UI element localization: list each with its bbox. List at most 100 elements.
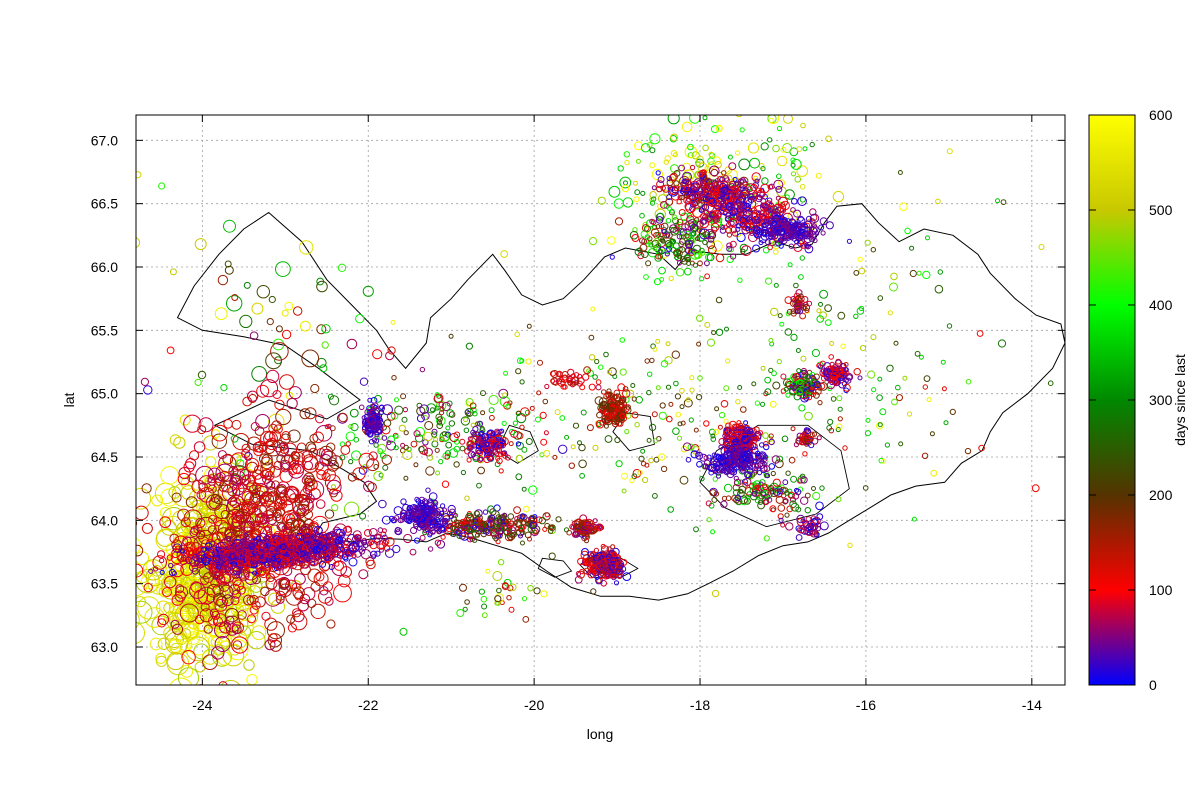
earthquake-point [800,256,804,260]
earthquake-point [582,374,588,380]
earthquake-point [490,415,495,420]
earthquake-point [707,518,711,522]
earthquake-point [719,412,724,417]
earthquake-point [382,455,391,464]
earthquake-point [625,160,629,164]
earthquake-point [497,588,502,593]
earthquake-point [640,213,645,218]
earthquake-point [280,375,295,390]
earthquake-point [602,390,606,394]
earthquake-point [828,419,833,424]
earthquake-point [252,367,267,382]
earthquake-point [620,369,626,375]
earthquake-point [679,165,685,171]
earthquake-point [580,473,585,478]
earthquake-point [738,386,742,390]
earthquake-point [465,496,469,500]
earthquake-point [813,492,820,499]
earthquake-point [339,413,347,421]
earthquake-point [624,152,629,157]
earthquake-point [947,149,952,154]
earthquake-point [141,378,148,385]
earthquake-point [854,369,860,375]
earthquake-point [736,111,742,117]
earthquake-point [950,409,955,414]
earthquake-point [252,303,263,314]
earthquake-point [865,240,870,245]
earthquake-point [878,423,882,427]
earthquake-point [206,457,216,467]
earthquake-point [569,463,574,468]
earthquake-point [672,215,677,220]
earthquake-point [750,158,760,168]
earthquake-point [944,421,948,425]
earthquake-point [812,487,816,491]
earthquake-point [250,332,258,340]
earthquake-point [541,591,547,597]
earthquake-point [744,421,748,425]
cluster-kverkfjoll [791,427,821,448]
earthquake-point [401,394,406,399]
earthquake-point [543,399,548,404]
earthquake-point [724,386,729,391]
earthquake-point [690,388,694,392]
earthquake-point [897,395,903,401]
earthquake-point [516,455,523,462]
earthquake-point [267,319,273,325]
earthquake-point [499,469,503,473]
earthquake-point [545,384,549,388]
earthquake-point [936,199,941,204]
earthquake-point [816,502,824,510]
earthquake-point [931,470,937,476]
earthquake-point [803,147,807,151]
earthquake-point [766,278,772,284]
earthquake-point [144,386,152,394]
earthquake-point [167,653,189,675]
earthquake-point [457,610,464,617]
earthquake-point [262,612,270,620]
earthquake-point [516,369,521,374]
earthquake-point [167,653,184,670]
earthquake-point [761,366,765,370]
earthquake-point [705,261,710,266]
earthquake-point [310,434,318,442]
earthquake-point [910,246,914,250]
earthquake-point [838,407,842,411]
earthquake-point [818,401,822,405]
earthquake-point [327,620,335,628]
earthquake-point [797,166,808,177]
earthquake-point [888,311,892,315]
earthquake-point [426,467,434,475]
earthquake-point [529,486,537,494]
earthquake-point [341,446,350,455]
earthquake-point [378,444,386,452]
earthquake-point [633,181,637,185]
earthquake-point [403,408,407,412]
earthquake-point [467,458,471,462]
earthquake-point [647,438,651,442]
earthquake-point [868,371,875,378]
earthquake-point [707,78,711,82]
earthquake-point [797,147,802,152]
earthquake-point [697,342,701,346]
earthquake-point [673,243,679,249]
earthquake-point [773,382,780,389]
earthquake-point [659,412,666,419]
earthquake-point [522,487,526,491]
earthquake-point [544,431,548,435]
earthquake-point [825,320,831,326]
earthquake-point [783,144,792,153]
earthquake-point [930,432,934,436]
earthquake-point [650,134,660,144]
earthquake-point [941,360,945,364]
earthquake-point [354,437,359,442]
earthquake-point [866,418,870,422]
earthquake-point [163,508,185,530]
earthquake-point [517,414,526,423]
earthquake-point [676,412,681,417]
earthquake-point [502,421,506,425]
earthquake-point [697,395,702,400]
earthquake-point [414,463,418,467]
earthquake-point [481,391,486,396]
earthquake-point [446,426,450,430]
